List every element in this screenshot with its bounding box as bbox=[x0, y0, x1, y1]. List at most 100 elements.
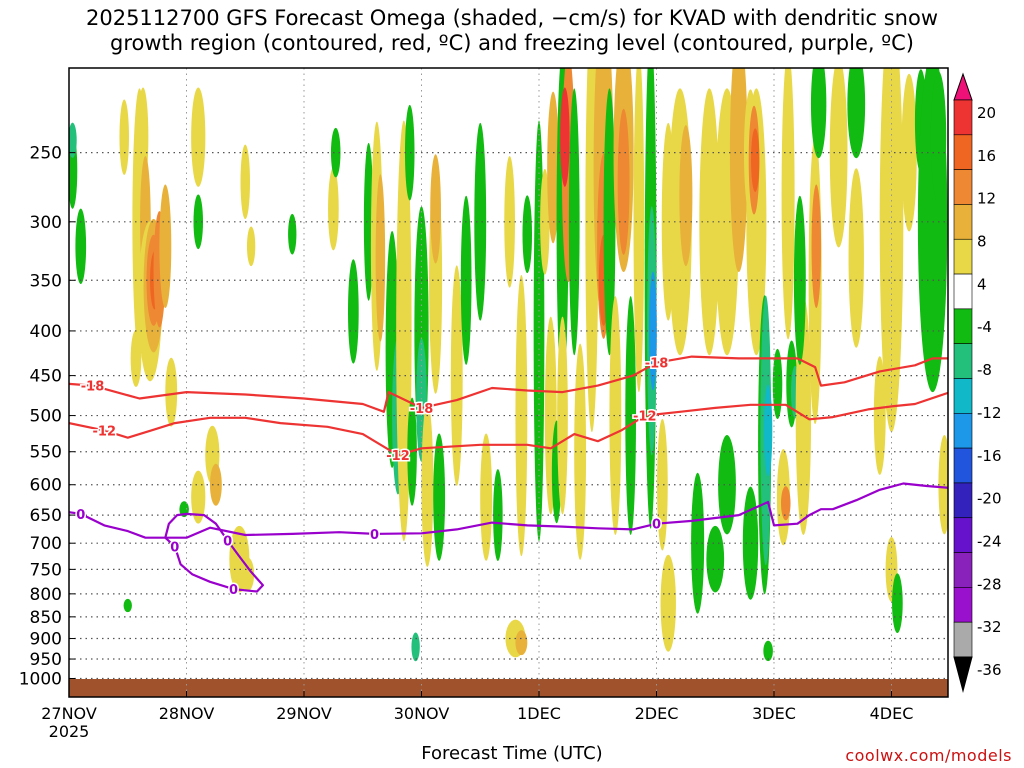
x-tick-label: 30NOV bbox=[394, 704, 450, 723]
omega-patch bbox=[718, 435, 736, 535]
omega-patch bbox=[763, 384, 773, 477]
colorbar-label: -8 bbox=[977, 361, 992, 379]
omega-patch bbox=[560, 87, 570, 187]
omega-patch bbox=[706, 525, 725, 593]
y-tick-label: 750 bbox=[30, 560, 62, 580]
y-tick-label: 900 bbox=[30, 630, 62, 650]
freezing-level-contour-label: 0 bbox=[652, 518, 661, 533]
colorbar-label: -24 bbox=[977, 532, 1002, 550]
omega-patch bbox=[69, 122, 77, 158]
colorbar-segment bbox=[953, 413, 973, 449]
credit-text: coolwx.com/models bbox=[845, 746, 1012, 765]
colorbar-segment bbox=[953, 134, 973, 170]
dendritic-contour-label: -12 bbox=[386, 449, 410, 464]
omega-patch bbox=[938, 435, 948, 535]
omega-patch bbox=[411, 632, 420, 662]
omega-patch bbox=[603, 88, 616, 356]
omega-patch bbox=[609, 296, 622, 535]
omega-patch bbox=[123, 598, 132, 613]
colorbar-label: 20 bbox=[977, 104, 996, 122]
dendritic-contour-label: -18 bbox=[410, 402, 434, 417]
omega-patch bbox=[240, 144, 251, 220]
y-tick-label: 250 bbox=[30, 144, 62, 164]
freezing-level-contour-label: 0 bbox=[229, 583, 238, 598]
freezing-level-contour-label: 0 bbox=[370, 528, 379, 543]
omega-patch bbox=[480, 433, 493, 561]
x-tick-sublabel: 2025 bbox=[49, 722, 90, 741]
omega-patch bbox=[892, 573, 903, 634]
y-tick-label: 850 bbox=[30, 608, 62, 628]
y-tick-label: 600 bbox=[30, 476, 62, 496]
colorbar-label: 12 bbox=[977, 190, 996, 208]
omega-patch bbox=[75, 208, 87, 284]
omega-patch bbox=[159, 184, 172, 309]
colorbar-segment bbox=[953, 517, 973, 553]
y-tick-label: 400 bbox=[30, 322, 62, 342]
plot-frame bbox=[68, 67, 949, 698]
colorbar-label: -32 bbox=[977, 618, 1002, 636]
freezing-level-contour-label: 0 bbox=[170, 540, 179, 555]
freezing-level-contour bbox=[69, 482, 948, 539]
omega-patch bbox=[847, 68, 866, 159]
omega-patch bbox=[515, 630, 528, 656]
colorbar-label: -20 bbox=[977, 490, 1002, 508]
omega-patch bbox=[328, 167, 339, 251]
omega-patch bbox=[699, 88, 720, 356]
omega-patch bbox=[657, 418, 668, 551]
omega-patch bbox=[781, 68, 795, 340]
omega-patch bbox=[780, 486, 791, 521]
omega-patch bbox=[433, 433, 446, 561]
colorbar-label: -28 bbox=[977, 575, 1002, 593]
omega-patch bbox=[241, 557, 255, 592]
omega-patch bbox=[191, 470, 206, 524]
colorbar-label: 8 bbox=[977, 233, 987, 251]
freezing-level-contour-label: 0 bbox=[76, 508, 85, 523]
omega-patch bbox=[540, 168, 550, 275]
omega-patch bbox=[450, 265, 463, 486]
dendritic-contour-label: -18 bbox=[645, 357, 669, 372]
x-tick-label: 3DEC bbox=[752, 704, 796, 723]
colorbar-label: -4 bbox=[977, 318, 992, 336]
omega-patch bbox=[574, 343, 587, 560]
dendritic-contour bbox=[69, 355, 948, 413]
colorbar-segment bbox=[953, 99, 973, 136]
omega-patch bbox=[375, 174, 386, 342]
omega-patch bbox=[119, 99, 129, 175]
colorbar-segment bbox=[953, 621, 973, 658]
y-tick-label: 650 bbox=[30, 506, 62, 526]
x-tick-label: 2DEC bbox=[635, 704, 679, 723]
dendritic-contour-label: -12 bbox=[93, 424, 117, 439]
dendritic-contour-label: -18 bbox=[81, 380, 105, 395]
omega-patch bbox=[829, 68, 848, 248]
omega-patch bbox=[430, 154, 441, 264]
colorbar-segment bbox=[953, 273, 973, 310]
colorbar-segment bbox=[953, 587, 973, 623]
x-axis-label: Forecast Time (UTC) bbox=[421, 743, 603, 764]
colorbar-label: -36 bbox=[977, 661, 1002, 679]
y-tick-label: 550 bbox=[30, 443, 62, 463]
omega-patch bbox=[330, 127, 341, 178]
omega-patch bbox=[617, 108, 630, 255]
omega-patch bbox=[130, 329, 142, 387]
y-tick-label: 950 bbox=[30, 650, 62, 670]
y-tick-label: 350 bbox=[30, 271, 62, 291]
colorbar-label: 4 bbox=[977, 275, 987, 293]
freezing-level-contour bbox=[164, 512, 264, 593]
dendritic-contour-label: -12 bbox=[633, 410, 657, 425]
omega-patch bbox=[679, 125, 693, 267]
freezing-level-contour-label: 0 bbox=[223, 534, 232, 549]
colorbar-segment bbox=[953, 482, 973, 519]
y-tick-label: 800 bbox=[30, 585, 62, 605]
omega-patch bbox=[288, 213, 297, 255]
omega-patch bbox=[246, 226, 256, 267]
omega-patch bbox=[474, 122, 487, 321]
omega-patch bbox=[165, 357, 178, 427]
dendritic-contour bbox=[69, 391, 948, 457]
omega-patch bbox=[810, 68, 827, 159]
omega-patch bbox=[209, 463, 222, 506]
y-tick-label: 450 bbox=[30, 367, 62, 387]
omega-patch bbox=[568, 88, 580, 356]
colorbar-label: -12 bbox=[977, 404, 1002, 422]
colorbar-segment bbox=[953, 343, 973, 379]
